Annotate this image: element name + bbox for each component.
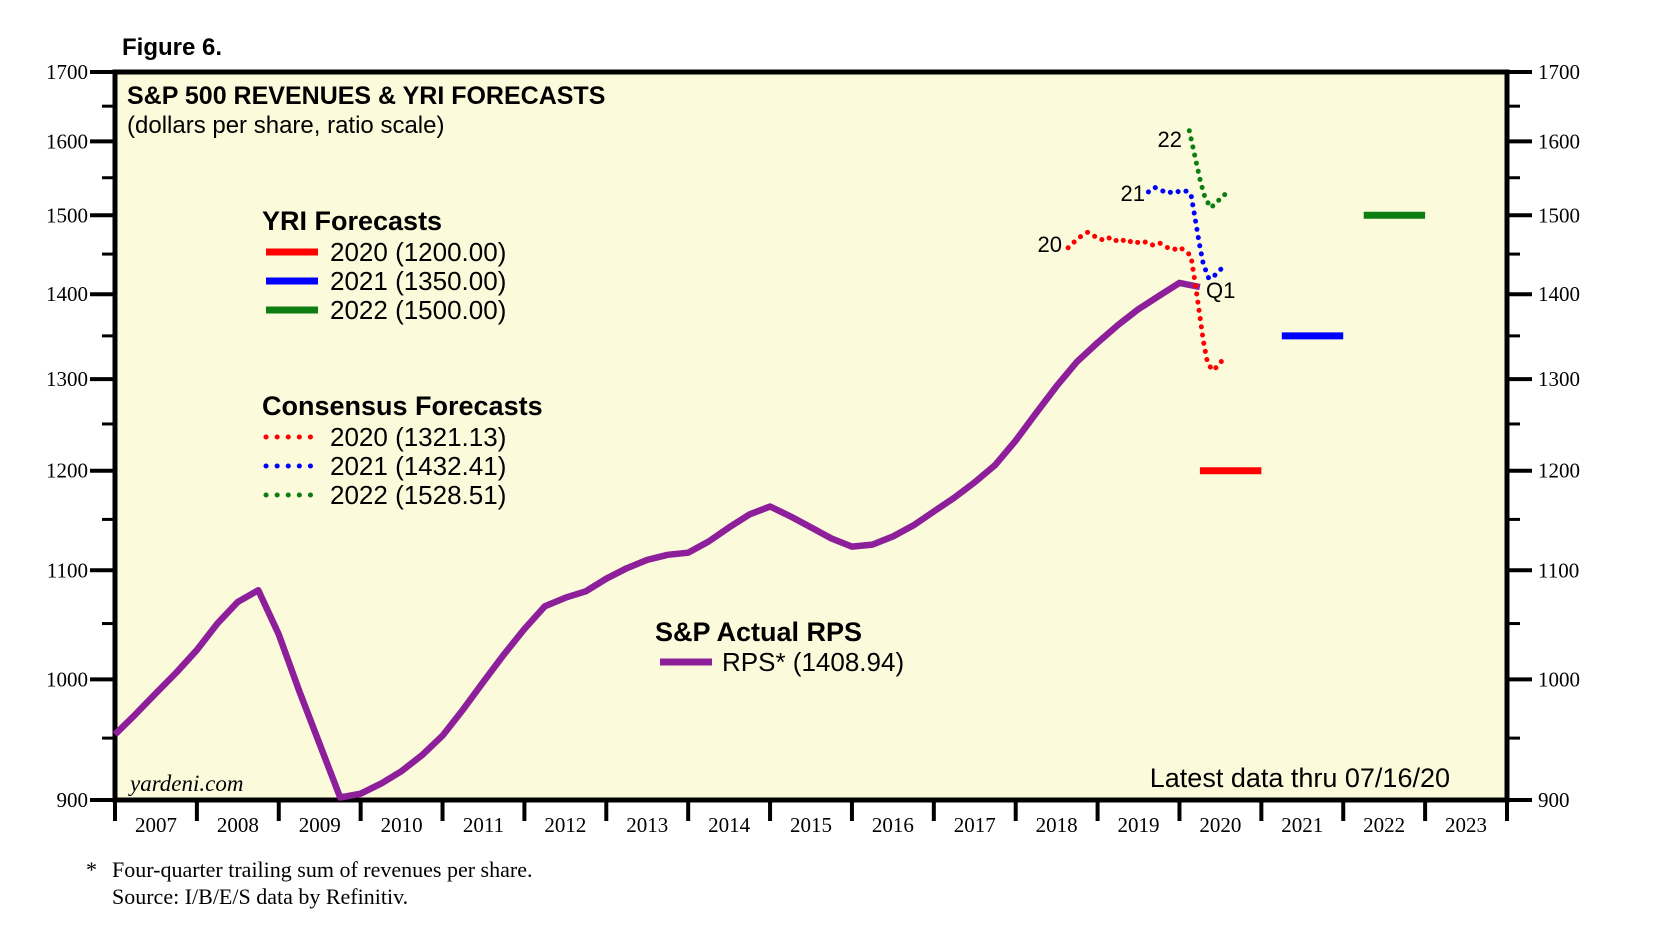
figure-label: Figure 6.	[122, 34, 222, 61]
x-year-label: 2022	[1363, 813, 1405, 837]
y-tick-label-left: 1500	[46, 203, 88, 227]
legend-label-yri-2021: 2021 (1350.00)	[330, 266, 506, 296]
footnote-marker: *	[86, 857, 97, 882]
legend-label-yri-2020: 2020 (1200.00)	[330, 237, 506, 267]
x-year-label: 2017	[954, 813, 996, 837]
x-year-label: 2019	[1118, 813, 1160, 837]
legend-label-actual-rps: RPS* (1408.94)	[722, 647, 904, 677]
y-tick-label-right: 1700	[1538, 60, 1580, 84]
x-year-label: 2009	[299, 813, 341, 837]
y-tick-label-left: 900	[57, 788, 89, 812]
legend-yri-forecasts: YRI Forecasts 2020 (1200.00) 2021 (1350.…	[262, 206, 506, 325]
chart-title: S&P 500 REVENUES & YRI FORECASTS	[127, 82, 605, 110]
x-year-label: 2023	[1445, 813, 1487, 837]
x-year-label: 2011	[463, 813, 504, 837]
x-year-label: 2008	[217, 813, 259, 837]
consensus-2021-line	[1145, 184, 1225, 282]
legend-consensus-forecasts: Consensus Forecasts 2020 (1321.13) 2021 …	[262, 391, 543, 510]
x-year-label: 2021	[1281, 813, 1323, 837]
plot-area	[112, 69, 1510, 803]
latest-data-note: Latest data thru 07/16/20	[1150, 763, 1450, 793]
legend-actual-rps: S&P Actual RPS RPS* (1408.94)	[655, 617, 904, 677]
x-year-label: 2010	[381, 813, 423, 837]
label-consensus-2022: 22	[1158, 127, 1182, 152]
y-tick-label-left: 1600	[46, 129, 88, 153]
consensus-2020-line	[1065, 229, 1225, 373]
y-tick-label-right: 1100	[1538, 558, 1579, 582]
footnote-line1: Four-quarter trailing sum of revenues pe…	[112, 857, 532, 882]
label-q1: Q1	[1206, 278, 1235, 303]
x-year-label: 2012	[544, 813, 586, 837]
chart-subtitle: (dollars per share, ratio scale)	[127, 112, 444, 139]
y-tick-label-left: 1200	[46, 459, 88, 483]
legend-label-yri-2022: 2022 (1500.00)	[330, 295, 506, 325]
label-consensus-2021: 21	[1121, 181, 1145, 206]
y-tick-label-left: 1000	[46, 667, 88, 691]
legend-actual-header: S&P Actual RPS	[655, 617, 862, 647]
legend-label-consensus-2021: 2021 (1432.41)	[330, 451, 506, 481]
x-year-label: 2018	[1036, 813, 1078, 837]
x-year-label: 2015	[790, 813, 832, 837]
y-tick-label-right: 1500	[1538, 203, 1580, 227]
y-tick-label-right: 1200	[1538, 459, 1580, 483]
y-tick-label-right: 1600	[1538, 129, 1580, 153]
x-year-label: 2007	[135, 813, 177, 837]
watermark: yardeni.com	[128, 771, 243, 796]
legend-consensus-header: Consensus Forecasts	[262, 391, 543, 421]
footnote-line2: Source: I/B/E/S data by Refinitiv.	[112, 884, 408, 909]
axes: 900 900 1000 1000 1100 1100 1200 1200 1300 1300 14…	[46, 60, 1580, 837]
y-tick-label-right: 1000	[1538, 667, 1580, 691]
legend-yri-header: YRI Forecasts	[262, 206, 442, 236]
y-tick-label-left: 1300	[46, 367, 88, 391]
y-tick-label-left: 1400	[46, 282, 88, 306]
x-year-label: 2014	[708, 813, 751, 837]
footnote: * Four-quarter trailing sum of revenues …	[86, 857, 532, 909]
consensus-2022-line	[1186, 128, 1229, 211]
legend-label-consensus-2022: 2022 (1528.51)	[330, 480, 506, 510]
y-tick-label-right: 900	[1538, 788, 1570, 812]
y-tick-label-right: 1400	[1538, 282, 1580, 306]
x-year-label: 2016	[872, 813, 914, 837]
y-tick-label-right: 1300	[1538, 367, 1580, 391]
series	[112, 128, 1426, 801]
legend-label-consensus-2020: 2020 (1321.13)	[330, 422, 506, 452]
label-consensus-2020: 20	[1038, 232, 1062, 257]
x-year-label: 2013	[626, 813, 668, 837]
y-tick-label-left: 1700	[46, 60, 88, 84]
rps-actual-line	[112, 279, 1201, 801]
y-tick-label-left: 1100	[47, 558, 88, 582]
x-year-label: 2020	[1199, 813, 1241, 837]
